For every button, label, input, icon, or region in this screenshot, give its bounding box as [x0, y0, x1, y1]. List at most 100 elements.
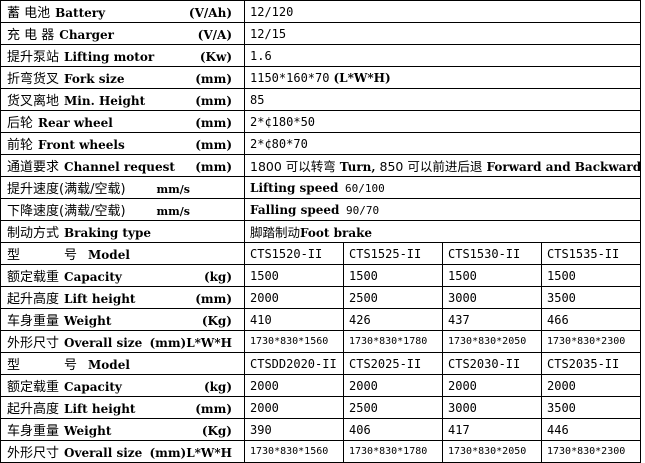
spec-0-label-unit: (V/Ah): [188, 6, 232, 20]
cts15-series-2-label-unit: (mm): [195, 292, 232, 306]
cts20-series-4-col-2: 1730*830*2050: [442, 440, 542, 463]
cts15-series-2-label-row: 起升高度 Lift height (mm): [7, 288, 236, 307]
spec-2-label-en: Lifting motor: [64, 50, 155, 64]
cts20-series-3-label-unit: (Kg): [201, 424, 232, 438]
spec-5-value-cell: 2*¢180*50: [244, 110, 641, 133]
spec-10-value-part-1: Foot brake: [300, 226, 373, 240]
spec-6-label-en: Front wheels: [38, 138, 125, 152]
spec-1-value: 12/15: [250, 26, 287, 41]
spec-9-label-cn: 下降速度(满载/空载): [7, 204, 126, 219]
cts15-series-1-col-0: 1500: [244, 264, 344, 287]
cts15-series-3-label-en: Weight: [64, 314, 112, 328]
cts15-series-4-label-row: 外形尺寸 Overall size (mm)L*W*H: [7, 332, 236, 351]
table-row: 通道要求 Channel request (mm) 1800 可以转弯 Turn, 8…: [0, 154, 641, 177]
spec-3-value-suffix: (L*W*H): [333, 70, 391, 85]
spec-10-label-cn: 制动方式: [7, 226, 60, 241]
cts15-series-4-col-1: 1730*830*1780: [343, 330, 443, 353]
cts20-series-1-col-0: 2000: [244, 374, 344, 397]
cts15-series-0-col-3: CTS1535-II: [541, 242, 641, 265]
spec-1-label-en: Charger: [59, 28, 114, 42]
spec-3-value: 1150*160*70: [250, 70, 330, 85]
spec-3-label-row: 折弯货叉 Fork size (mm): [7, 68, 236, 87]
cts15-series-1-label-cn: 额定载重: [7, 270, 60, 285]
spec-3-label-cn: 折弯货叉: [7, 72, 60, 87]
cts20-series-4-col-1: 1730*830*1780: [343, 440, 443, 463]
cts20-series-1-col-3: 2000: [541, 374, 641, 397]
table-row: 型 号 Model CTS1520-II CTS1525-II CTS1530-II CT…: [0, 242, 641, 265]
cts15-series-3-col-2: 437: [442, 308, 542, 331]
cts20-series-2-label-unit: (mm): [195, 402, 232, 416]
table-row: 外形尺寸 Overall size (mm)L*W*H 1730*830*1560 17…: [0, 330, 641, 353]
cts20-series-1-label-cell: 额定载重 Capacity (kg): [0, 374, 245, 397]
spec-7-label-cell: 通道要求 Channel request (mm): [0, 154, 245, 177]
cts15-series-3-label-cn: 车身重量: [7, 314, 60, 329]
cts15-series-1-label-row: 额定载重 Capacity (kg): [7, 266, 236, 285]
cts15-series-1-label-unit: (kg): [203, 270, 232, 284]
spec-6-value: 2*¢80*70: [250, 136, 308, 151]
spec-3-label-cell: 折弯货叉 Fork size (mm): [0, 66, 245, 89]
table-row: 提升泵站 Lifting motor (Kw) 1.6: [0, 44, 641, 67]
cts20-series-0-label-en: Model: [88, 358, 130, 372]
spec-9-label-cell: 下降速度(满载/空载) mm/s: [0, 198, 245, 221]
spec-8-value-part-1: 60/100: [338, 181, 385, 195]
spec-3-label-en: Fork size: [64, 72, 125, 86]
cts15-series-4-col-0: 1730*830*1560: [244, 330, 344, 353]
spec-5-label-row: 后轮 Rear wheel (mm): [7, 112, 236, 131]
spec-3-value-cell: 1150*160*70 (L*W*H): [244, 66, 641, 89]
cts15-series-1-col-1: 1500: [343, 264, 443, 287]
table-row: 车身重量 Weight (Kg) 390 406 417 446: [0, 418, 641, 441]
spec-5-label-cn: 后轮: [7, 116, 34, 131]
table-row: 外形尺寸 Overall size (mm)L*W*H 1730*830*1560 17…: [0, 440, 641, 463]
spec-2-label-cell: 提升泵站 Lifting motor (Kw): [0, 44, 245, 67]
table-row: 货叉离地 Min. Height (mm) 85: [0, 88, 641, 111]
spec-10-label-cell: 制动方式 Braking type: [0, 220, 245, 243]
spec-8-label-en: mm/s: [156, 183, 191, 196]
cts15-series-3-label-row: 车身重量 Weight (Kg): [7, 310, 236, 329]
cts15-series-2-col-2: 3000: [442, 286, 542, 309]
spec-4-label-cn: 货叉离地: [7, 94, 60, 109]
spec-7-label-unit: (mm): [195, 160, 232, 174]
table-row: 充 电 器 Charger (V/A) 12/15: [0, 22, 641, 45]
spec-0-value-cell: 12/120: [244, 0, 641, 23]
cts15-series-0-label-en: Model: [88, 248, 130, 262]
cts20-series-0-col-2: CTS2030-II: [442, 352, 542, 375]
cts20-series-2-label-en: Lift height: [64, 402, 136, 416]
spec-9-label-row: 下降速度(满载/空载) mm/s: [7, 200, 236, 219]
cts15-series-0-label-cn: 型 号: [7, 248, 84, 263]
cts20-series-3-col-3: 446: [541, 418, 641, 441]
spec-8-label-cell: 提升速度(满载/空载) mm/s: [0, 176, 245, 199]
spec-8-label-cn: 提升速度(满载/空载): [7, 182, 126, 197]
table-row: 制动方式 Braking type 脚踏制动Foot brake: [0, 220, 641, 243]
spec-1-value-cell: 12/15: [244, 22, 641, 45]
spec-9-label-en: mm/s: [156, 205, 191, 218]
cts15-series-2-col-0: 2000: [244, 286, 344, 309]
table-row: 下降速度(满载/空载) mm/s Falling speed 90/70: [0, 198, 641, 221]
cts20-series-4-label-cn: 外形尺寸: [7, 446, 60, 461]
cts20-series-4-label-row: 外形尺寸 Overall size (mm)L*W*H: [7, 442, 236, 461]
cts15-series-2-label-cell: 起升高度 Lift height (mm): [0, 286, 245, 309]
cts20-series-4-col-3: 1730*830*2300: [541, 440, 641, 463]
table-row: 起升高度 Lift height (mm) 2000 2500 3000 3500: [0, 396, 641, 419]
table-row: 额定载重 Capacity (kg) 2000 2000 2000 2000: [0, 374, 641, 397]
cts20-series-4-col-0: 1730*830*1560: [244, 440, 344, 463]
cts20-series-1-col-1: 2000: [343, 374, 443, 397]
spec-10-label-row: 制动方式 Braking type: [7, 222, 236, 241]
spec-7-label-row: 通道要求 Channel request (mm): [7, 156, 236, 175]
spec-10-label-en: Braking type: [64, 226, 151, 240]
cts20-series-4-label-en: Overall size: [64, 446, 143, 460]
cts20-series-2-col-3: 3500: [541, 396, 641, 419]
spec-2-label-cn: 提升泵站: [7, 50, 60, 65]
spec-2-value-cell: 1.6: [244, 44, 641, 67]
cts15-series-2-col-1: 2500: [343, 286, 443, 309]
cts15-series-4-col-2: 1730*830*2050: [442, 330, 542, 353]
spec-9-value-cell: Falling speed 90/70: [244, 198, 641, 221]
spec-2-label-row: 提升泵站 Lifting motor (Kw): [7, 46, 236, 65]
cts15-series-1-label-en: Capacity: [64, 270, 122, 284]
spec-7-value-part-3: Forward and Backward: [482, 160, 641, 174]
spec-7-label-en: Channel request: [64, 160, 175, 174]
spec-7-value-parts: 1800 可以转弯 Turn, 850 可以前进后退 Forward and B…: [250, 159, 641, 174]
cts20-series-1-label-unit: (kg): [203, 380, 232, 394]
spec-9-value-part-0: Falling speed: [250, 202, 340, 217]
